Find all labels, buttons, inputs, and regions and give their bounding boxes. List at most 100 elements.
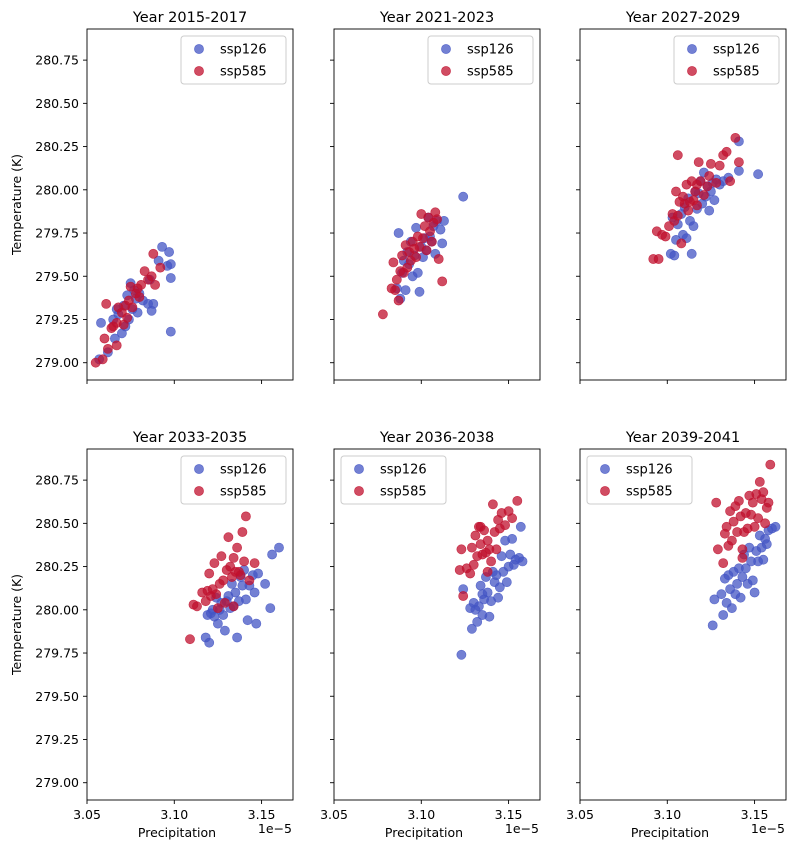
x-tick-label: 3.10 xyxy=(653,807,681,822)
x-offset-text: 1e−5 xyxy=(751,821,785,836)
x-offset-text: 1e−5 xyxy=(505,821,539,836)
data-point-ssp585 xyxy=(136,279,146,290)
axes-frame xyxy=(579,448,787,801)
data-point-ssp126 xyxy=(770,521,781,532)
legend-box xyxy=(673,35,780,85)
data-point-ssp126 xyxy=(466,623,477,634)
x-axis-label: Precipitation xyxy=(138,825,216,840)
data-point-ssp585 xyxy=(216,551,227,562)
data-point-ssp126 xyxy=(718,610,729,620)
data-point-ssp585 xyxy=(714,160,725,171)
data-point-ssp585 xyxy=(660,231,671,242)
data-point-ssp585 xyxy=(465,568,476,579)
data-point-ssp585 xyxy=(377,309,388,320)
data-point-ssp126 xyxy=(473,601,484,612)
data-point-ssp585 xyxy=(228,601,239,612)
series-ssp585 xyxy=(90,248,166,368)
data-point-ssp585 xyxy=(721,521,732,532)
x-tick-label: 3.15 xyxy=(495,807,523,822)
data-point-ssp126 xyxy=(218,610,229,620)
data-point-ssp585 xyxy=(425,226,435,237)
data-point-ssp585 xyxy=(507,513,517,524)
data-point-ssp126 xyxy=(249,587,260,598)
data-point-ssp585 xyxy=(672,150,683,161)
data-point-ssp585 xyxy=(734,157,744,167)
data-point-ssp585 xyxy=(683,205,694,216)
legend-label-ssp585: ssp585 xyxy=(220,65,267,80)
data-point-ssp585 xyxy=(758,487,769,498)
y-tick-label: 279.75 xyxy=(35,646,79,661)
y-tick-label: 279.25 xyxy=(35,732,79,747)
data-point-ssp585 xyxy=(209,558,220,568)
legend-label-ssp585: ssp585 xyxy=(467,65,514,80)
data-point-ssp126 xyxy=(501,577,512,587)
subplot-4: Year 2033-2035 279.00 279.25 279.50 279.75 28… xyxy=(9,430,294,840)
data-point-ssp126 xyxy=(515,521,526,532)
legend-box xyxy=(340,455,447,505)
data-point-ssp126 xyxy=(758,554,769,565)
data-point-ssp585 xyxy=(713,544,723,555)
data-point-ssp126 xyxy=(165,273,176,283)
legend-label-ssp585: ssp585 xyxy=(626,485,673,500)
data-point-ssp585 xyxy=(500,520,510,530)
data-point-ssp585 xyxy=(211,589,222,600)
data-point-ssp126 xyxy=(732,579,742,589)
data-point-ssp126 xyxy=(737,572,748,582)
data-point-ssp126 xyxy=(517,556,528,567)
data-point-ssp126 xyxy=(400,285,411,295)
data-point-ssp126 xyxy=(484,611,495,622)
axes-frame xyxy=(86,448,294,801)
data-point-ssp126 xyxy=(212,618,223,629)
data-point-ssp585 xyxy=(237,527,248,537)
data-point-ssp585 xyxy=(99,333,110,344)
data-point-ssp585 xyxy=(111,340,122,351)
series-ssp126 xyxy=(456,521,528,660)
data-point-ssp585 xyxy=(391,274,402,285)
subplot-3: Year 2027-2029 ssp126 ssp585 xyxy=(576,10,787,384)
data-point-ssp585 xyxy=(148,248,159,259)
data-point-ssp585 xyxy=(512,495,523,506)
data-point-ssp585 xyxy=(692,200,702,211)
data-point-ssp585 xyxy=(725,176,735,187)
data-point-ssp585 xyxy=(393,295,404,306)
data-point-ssp126 xyxy=(251,618,262,629)
y-tick-label: 280.50 xyxy=(35,516,79,531)
data-point-ssp126 xyxy=(734,165,744,176)
data-point-ssp585 xyxy=(727,535,737,546)
data-point-ssp585 xyxy=(695,176,706,187)
subplot-title: Year 2021-2023 xyxy=(379,10,494,26)
axes-frame xyxy=(333,28,541,381)
y-tick-label: 280.00 xyxy=(35,602,79,617)
legend-marker-ssp126 xyxy=(354,464,364,474)
data-point-ssp585 xyxy=(718,558,729,568)
data-point-ssp585 xyxy=(704,171,715,181)
data-point-ssp126 xyxy=(735,592,746,603)
data-point-ssp585 xyxy=(699,190,709,200)
data-point-ssp585 xyxy=(437,276,448,287)
legend-label-ssp585: ssp585 xyxy=(380,485,427,500)
data-point-ssp585 xyxy=(244,575,255,586)
data-point-ssp585 xyxy=(737,553,748,563)
x-tick-label: 3.10 xyxy=(160,807,188,822)
data-point-ssp126 xyxy=(686,248,697,259)
legend-label-ssp126: ssp126 xyxy=(220,43,267,58)
legend-label-ssp126: ssp126 xyxy=(380,463,427,478)
data-point-ssp585 xyxy=(702,181,713,192)
y-tick-label: 280.25 xyxy=(35,559,79,574)
data-point-ssp585 xyxy=(754,476,765,487)
data-point-ssp585 xyxy=(101,298,112,309)
legend-marker-ssp126 xyxy=(687,44,697,54)
data-point-ssp585 xyxy=(468,559,479,570)
data-point-ssp585 xyxy=(212,603,223,613)
legend-label-ssp126: ssp126 xyxy=(220,463,267,478)
x-offset-text: 1e−5 xyxy=(258,821,292,836)
y-tick-label: 279.00 xyxy=(35,775,79,790)
data-point-ssp126 xyxy=(493,592,503,603)
x-tick-label: 3.15 xyxy=(741,807,769,822)
data-point-ssp126 xyxy=(507,534,517,544)
data-point-ssp585 xyxy=(763,497,774,508)
legend-marker-ssp585 xyxy=(194,66,204,76)
data-point-ssp585 xyxy=(433,254,444,264)
y-tick-label: 279.25 xyxy=(35,312,79,327)
